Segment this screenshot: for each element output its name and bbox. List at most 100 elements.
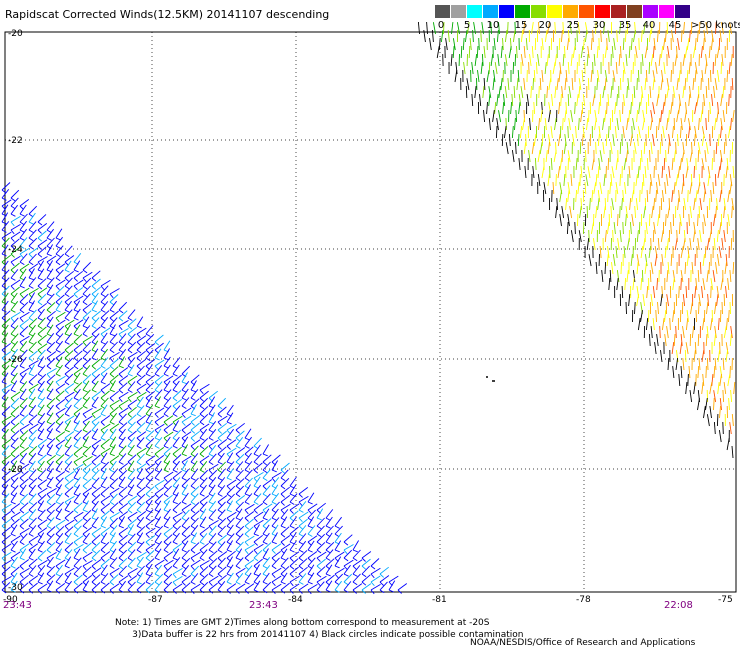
wind-barb-flag	[1, 221, 7, 225]
wind-barb	[91, 380, 99, 391]
wind-barb	[10, 279, 21, 287]
wind-barb-flag	[91, 453, 97, 457]
wind-barb	[199, 526, 210, 535]
wind-barb	[181, 415, 192, 423]
wind-barb	[37, 550, 47, 559]
wind-barb	[706, 270, 709, 283]
wind-barb	[607, 189, 609, 203]
wind-barb-flag	[343, 589, 349, 593]
wind-barb	[100, 332, 108, 343]
wind-barb	[82, 500, 89, 511]
wind-barb	[587, 166, 591, 179]
wind-barb-flag	[118, 541, 124, 546]
wind-barb	[1, 559, 12, 567]
wind-barb-flag	[91, 309, 97, 313]
wind-barb	[713, 390, 717, 403]
wind-barb-flag	[280, 501, 285, 506]
wind-barb	[668, 166, 671, 179]
wind-barb	[721, 301, 723, 315]
wind-barb	[556, 197, 559, 211]
wind-barb-flag	[1, 461, 7, 466]
wind-barb-flag	[280, 469, 286, 474]
wind-barb-flag	[37, 525, 42, 530]
wind-barb	[501, 133, 504, 147]
wind-barb	[630, 254, 633, 267]
wind-barb	[82, 575, 93, 583]
wind-barb	[609, 269, 612, 283]
wind-barb	[118, 310, 128, 319]
wind-barb	[1, 372, 9, 383]
wind-barb	[703, 406, 706, 419]
wind-barb-flag	[64, 413, 70, 417]
wind-barb-flag	[199, 413, 205, 418]
wind-barb	[19, 548, 27, 559]
wind-barb-flag	[64, 309, 70, 313]
wind-barb-flag	[325, 589, 331, 593]
wind-barb	[28, 205, 38, 215]
wind-barb-flag	[127, 477, 133, 481]
wind-barb	[91, 270, 101, 279]
wind-barb-flag	[1, 317, 7, 322]
wind-barb	[1, 503, 12, 511]
wind-barb-flag	[352, 589, 357, 594]
wind-barb	[726, 69, 729, 83]
wind-barb	[628, 110, 631, 123]
wind-barb	[217, 452, 225, 463]
wind-barb	[1, 470, 11, 479]
wind-barb	[722, 85, 725, 99]
wind-barb-flag	[244, 461, 250, 465]
wind-barb-flag	[271, 493, 277, 497]
wind-barb	[82, 374, 92, 383]
wind-barb	[91, 486, 101, 495]
wind-barb	[729, 22, 732, 35]
wind-barb	[717, 382, 720, 395]
wind-barb	[280, 543, 291, 551]
wind-barb-flag	[10, 325, 16, 329]
wind-barb	[163, 375, 174, 383]
wind-barb	[271, 472, 282, 479]
wind-barb	[557, 134, 561, 147]
wind-barb-flag	[145, 389, 151, 394]
wind-barb-flag	[271, 477, 276, 483]
wind-barb	[689, 150, 693, 163]
wind-barb-flag	[91, 357, 97, 361]
wind-barb	[145, 390, 155, 399]
wind-barb	[253, 558, 263, 567]
wind-barb	[64, 300, 72, 311]
wind-barb	[652, 78, 655, 91]
wind-barb-flag	[1, 581, 6, 587]
wind-barb-flag	[55, 413, 60, 419]
wind-barb	[684, 77, 687, 91]
wind-barb-flag	[136, 445, 142, 449]
wind-barb-flag	[19, 325, 25, 330]
wind-barb	[588, 229, 590, 243]
wind-barb-flag	[55, 341, 61, 345]
wind-barb	[513, 85, 516, 99]
wind-barb	[604, 230, 607, 243]
wind-barb	[361, 551, 372, 559]
wind-barb-flag	[208, 421, 214, 425]
wind-barb	[702, 254, 705, 267]
wind-barb-flag	[1, 493, 7, 497]
wind-barb	[660, 78, 664, 91]
wind-barb-flag	[37, 509, 43, 513]
wind-barb	[661, 285, 664, 299]
wind-barb-flag	[64, 349, 70, 354]
wind-barb	[723, 206, 726, 219]
wind-barb-flag	[28, 525, 34, 530]
wind-barb-flag	[307, 541, 312, 546]
wind-barb	[127, 460, 135, 471]
wind-barb-flag	[118, 373, 123, 378]
wind-barb	[145, 396, 152, 407]
wind-barb	[19, 263, 30, 271]
wind-barb	[28, 477, 38, 487]
wind-barb	[64, 350, 74, 359]
wind-barb-flag	[334, 573, 339, 579]
wind-barb-flag	[127, 413, 132, 418]
wind-barb-flag	[28, 325, 34, 330]
wind-barb	[37, 246, 47, 255]
wind-barb	[1, 582, 11, 591]
wind-barb	[598, 126, 601, 139]
wind-barb-flag	[10, 317, 15, 323]
wind-barb	[662, 126, 665, 139]
